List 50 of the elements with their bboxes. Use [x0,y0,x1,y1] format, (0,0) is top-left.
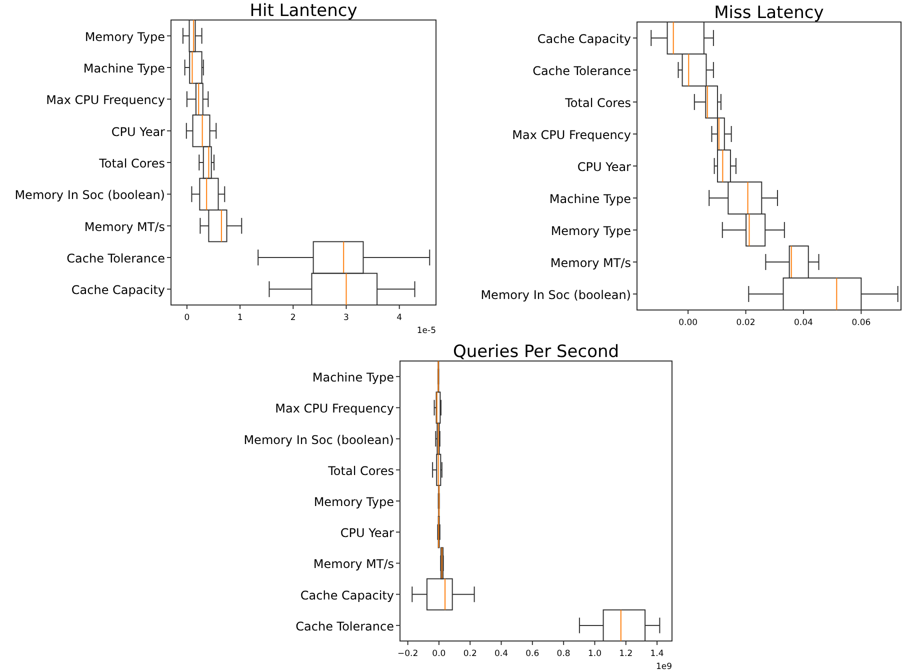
y-tick-label: Cache Tolerance [66,252,165,266]
y-tick-label: Total Cores [98,156,165,170]
x-tick-label: 3 [344,313,349,323]
x-tick-label: 0.0 [432,649,446,659]
x-tick-label: 0.4 [494,649,508,659]
x-tick-label: 0.6 [526,649,540,659]
x-tick-label: 0.2 [463,649,477,659]
x-tick-label: 4 [396,313,402,323]
y-tick-label: Max CPU Frequency [512,128,631,142]
y-tick-label: Cache Capacity [71,283,165,298]
x-tick-label: 1.2 [619,649,633,659]
y-tick-label: Memory MT/s [313,557,394,572]
y-tick-label: Cache Capacity [537,32,631,46]
y-tick-label: Machine Type [549,192,631,206]
chart-title: Hit Lantency [250,1,358,21]
x-tick-label: 2 [290,313,296,323]
x-tick-label: 0.00 [678,318,698,328]
x-tick-label: 0.02 [736,318,756,328]
chart-title: Miss Latency [714,3,824,23]
y-tick-label: Memory In Soc (boolean) [244,432,394,447]
y-tick-label: Cache Tolerance [532,64,631,78]
y-tick-label: Memory Type [550,224,631,238]
y-tick-label: Memory Type [314,495,394,509]
y-tick-label: Memory Type [84,30,165,44]
x-tick-label: 0 [184,313,190,323]
y-tick-label: Total Cores [327,464,394,478]
y-tick-label: Machine Type [83,62,165,76]
x-tick-label: 1.0 [588,649,602,659]
y-tick-label: Max CPU Frequency [275,402,394,416]
text: 1e-5 [416,326,436,336]
x-tick-label: 1 [237,313,243,323]
y-tick-label: Machine Type [312,370,394,385]
x-tick-label: 1.4 [650,649,664,659]
y-tick-label: Memory In Soc (boolean) [480,288,631,302]
y-tick-label: Memory MT/s [550,256,631,270]
x-tick-label: 0.04 [794,318,813,328]
text: 1e9 [656,662,672,671]
y-tick-label: CPU Year [111,124,166,139]
x-tick-label: −0.2 [397,649,418,659]
y-tick-label: Memory In Soc (boolean) [14,188,165,202]
y-tick-label: Memory MT/s [84,220,165,234]
x-tick-label: 0.8 [556,649,570,659]
chart-title: Queries Per Second [452,342,620,362]
y-tick-label: Max CPU Frequency [46,93,165,108]
y-tick-label: Total Cores [564,96,631,110]
y-tick-label: Cache Tolerance [296,619,394,634]
y-tick-label: CPU Year [340,526,394,540]
y-tick-label: CPU Year [577,160,632,174]
y-tick-label: Cache Capacity [300,588,394,602]
x-tick-label: 0.06 [852,318,871,328]
